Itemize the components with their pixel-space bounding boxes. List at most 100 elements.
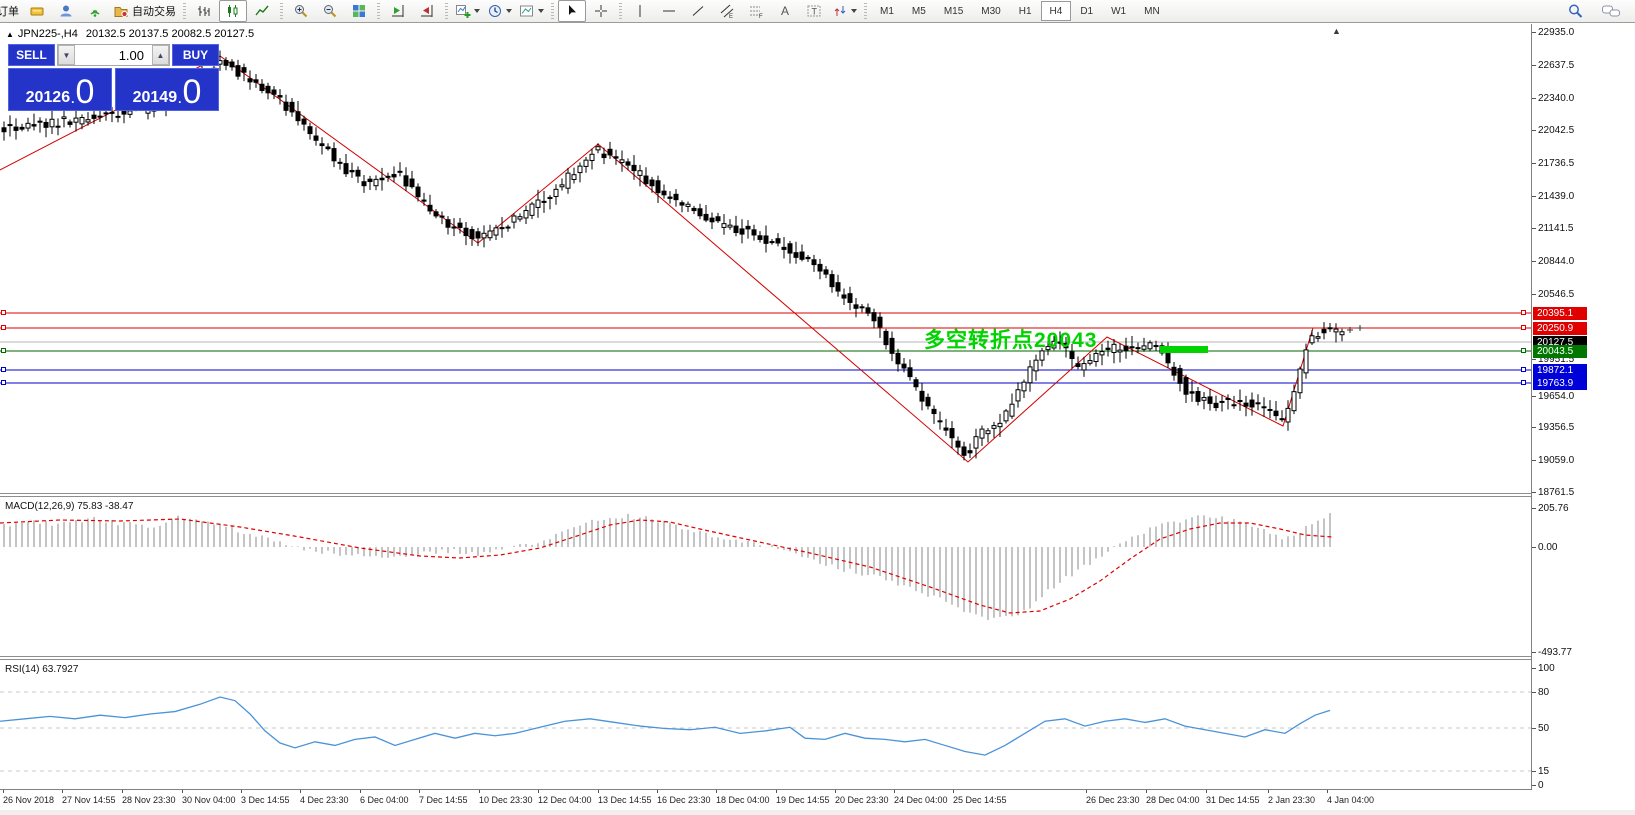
line-handle[interactable] (1, 310, 6, 315)
date-tick (360, 790, 361, 793)
date-tick (657, 790, 658, 793)
price-axis-tick (1532, 692, 1536, 693)
chat-icon[interactable] (1597, 0, 1625, 22)
price-axis-tick (1532, 508, 1536, 509)
line-handle[interactable] (1521, 325, 1526, 330)
date-tick (776, 790, 777, 793)
line-handle[interactable] (1521, 380, 1526, 385)
new-order-button[interactable]: 订单 (0, 0, 22, 22)
price-line-label: 20043.5 (1533, 345, 1587, 358)
date-tick (716, 790, 717, 793)
date-label: 2 Jan 23:30 (1268, 795, 1316, 805)
timeframe-m30[interactable]: M30 (981, 5, 1001, 17)
price-axis-label: 19059.0 (1538, 455, 1575, 466)
date-label: 19 Dec 14:55 (776, 795, 830, 805)
sell-price-button[interactable]: 20126. 0 (8, 68, 112, 111)
crosshair-icon[interactable] (587, 0, 615, 22)
price-axis-tick (1532, 163, 1536, 164)
date-tick (538, 790, 539, 793)
candlestick-chart[interactable] (0, 24, 1531, 493)
zoom-out-icon[interactable] (316, 0, 344, 22)
date-tick (598, 790, 599, 793)
cursor-icon[interactable] (558, 0, 586, 22)
timeframe-h1[interactable]: H1 (1018, 5, 1032, 17)
date-label: 6 Dec 04:00 (360, 795, 409, 805)
volume-decrease-button[interactable]: ▼ (58, 45, 75, 65)
price-axis-label: 20546.5 (1538, 289, 1575, 300)
price-axis-label: 0 (1538, 780, 1544, 791)
vertical-line-icon[interactable] (626, 0, 654, 22)
volume-value[interactable]: 1.00 (118, 47, 144, 63)
timeframe-m15[interactable]: M15 (943, 5, 964, 17)
volume-stepper: ▼ 1.00 ▲ (57, 44, 170, 66)
autotrading-button[interactable]: 自动交易 (110, 0, 179, 22)
line-chart-icon[interactable] (248, 0, 276, 22)
chart-end-marker[interactable]: ▲ (1332, 26, 1341, 36)
bar-chart-icon[interactable] (190, 0, 218, 22)
sell-button[interactable]: SELL (8, 44, 55, 66)
main-chart-panel[interactable]: ▲ JPN225-,H4 20132.5 20137.5 20082.5 20127… (0, 24, 1531, 493)
date-tick (1327, 790, 1328, 793)
search-icon[interactable] (1561, 0, 1589, 22)
templates-button[interactable] (516, 0, 547, 22)
timeframe-h4[interactable]: H4 (1040, 1, 1072, 21)
date-label: 4 Jan 04:00 (1327, 795, 1375, 805)
timeframe-m5[interactable]: M5 (911, 5, 926, 17)
new-chart-button[interactable] (452, 0, 483, 22)
price-axis-label: 205.76 (1538, 503, 1569, 514)
market-icon[interactable] (23, 0, 51, 22)
macd-panel[interactable]: MACD(12,26,9) 75.83 -38.47 (0, 497, 1531, 656)
price-axis[interactable]: 22935.0 22637.5 22340.0 22042.5 21736.5 21439… (1531, 24, 1635, 791)
date-tick (479, 790, 480, 793)
signals-icon[interactable] (81, 0, 109, 22)
dropdown-caret (538, 9, 544, 13)
zoom-in-icon[interactable] (287, 0, 315, 22)
symbol-title: JPN225-,H4 (17, 28, 78, 40)
collapse-icon[interactable]: ▲ (6, 30, 14, 39)
line-handle[interactable] (1, 380, 6, 385)
line-handle[interactable] (1521, 348, 1526, 353)
price-axis-label: 19951.5 (1538, 354, 1575, 365)
date-label: 31 Dec 14:55 (1206, 795, 1260, 805)
date-tick (1206, 790, 1207, 793)
timeframe-mn[interactable]: MN (1144, 5, 1160, 17)
autotrading-folder-icon (114, 7, 128, 18)
line-handle[interactable] (1, 348, 6, 353)
date-axis[interactable]: 26 Nov 2018 27 Nov 14:55 28 Nov 23:30 30 No… (0, 790, 1635, 810)
svg-text:T: T (812, 7, 818, 17)
text-icon[interactable]: A (771, 0, 799, 22)
rsi-chart (0, 691, 1531, 772)
volume-increase-button[interactable]: ▲ (152, 45, 169, 65)
trendline-icon[interactable] (684, 0, 712, 22)
arrows-button[interactable] (829, 0, 860, 22)
text-label-icon[interactable]: T (800, 0, 828, 22)
chart-annotation-text[interactable]: 多空转折点20043 (924, 329, 1098, 352)
candlestick-chart-icon[interactable] (219, 0, 247, 22)
autoscroll-icon[interactable] (413, 0, 441, 22)
channel-icon[interactable]: E (713, 0, 741, 22)
price-line-label: 19763.9 (1533, 377, 1587, 390)
line-handle[interactable] (1521, 367, 1526, 372)
date-tick (1268, 790, 1269, 793)
panel-splitter[interactable] (0, 493, 1635, 497)
chart-shift-icon[interactable] (384, 0, 412, 22)
fibonacci-icon[interactable]: F (742, 0, 770, 22)
horizontal-line-icon[interactable] (655, 0, 683, 22)
panel-splitter[interactable] (0, 656, 1635, 660)
timeframe-d1[interactable]: D1 (1080, 5, 1094, 17)
line-handle[interactable] (1, 367, 6, 372)
line-handle[interactable] (1, 325, 6, 330)
rsi-panel[interactable]: RSI(14) 63.7927 (0, 660, 1531, 790)
periods-button[interactable] (484, 0, 515, 22)
highlight-bar[interactable] (1160, 346, 1208, 353)
timeframe-w1[interactable]: W1 (1111, 5, 1127, 17)
price-line-label: 20395.1 (1533, 307, 1587, 320)
buy-price-button[interactable]: 20149. 0 (115, 68, 219, 111)
timeframe-m1[interactable]: M1 (880, 5, 894, 17)
line-handle[interactable] (1521, 310, 1526, 315)
tile-windows-icon[interactable] (345, 0, 373, 22)
community-icon[interactable] (52, 0, 80, 22)
one-click-trading-panel: SELL ▼ 1.00 ▲ BUY 20126. 0 20149. 0 (8, 44, 219, 111)
buy-button[interactable]: BUY (172, 44, 219, 66)
dropdown-caret (474, 9, 480, 13)
